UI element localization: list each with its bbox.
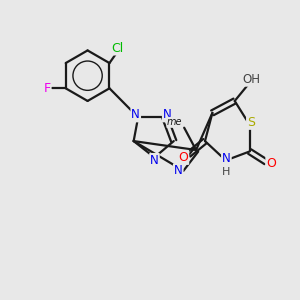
Text: F: F bbox=[44, 82, 50, 95]
Text: O: O bbox=[178, 151, 188, 164]
Text: O: O bbox=[266, 157, 276, 170]
Text: N: N bbox=[174, 164, 183, 177]
Text: Cl: Cl bbox=[112, 41, 124, 55]
Text: N: N bbox=[163, 108, 172, 122]
Text: N: N bbox=[222, 152, 231, 165]
Text: N: N bbox=[131, 108, 140, 122]
Text: OH: OH bbox=[243, 73, 261, 86]
Text: S: S bbox=[247, 116, 255, 129]
Text: N: N bbox=[150, 154, 159, 167]
Text: H: H bbox=[222, 167, 231, 177]
Text: me: me bbox=[167, 117, 182, 128]
